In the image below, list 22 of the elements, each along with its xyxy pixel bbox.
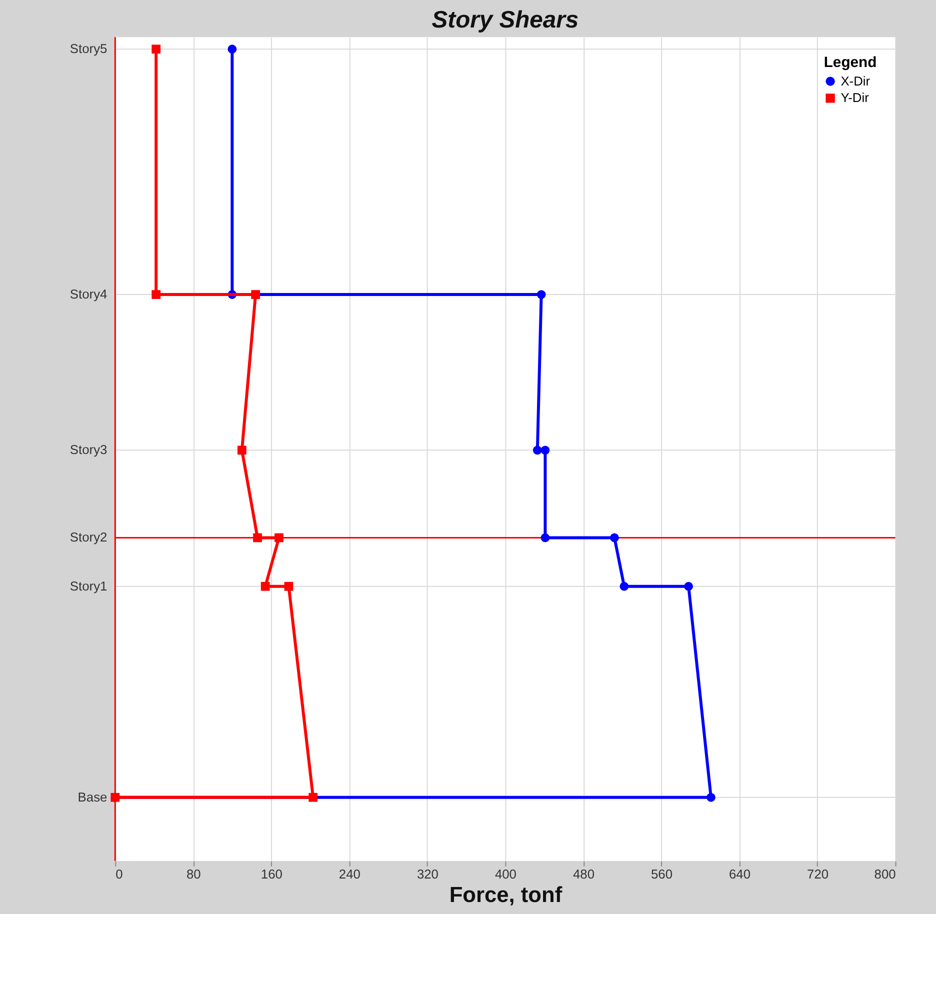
x-tick-label: 0 xyxy=(116,866,123,882)
x-tick-label: 640 xyxy=(729,866,751,882)
chart-title: Story Shears xyxy=(432,6,579,34)
x-tick-label: 400 xyxy=(494,866,516,882)
legend-label: X-Dir xyxy=(840,73,871,88)
x-tick-label: 800 xyxy=(874,866,896,882)
x-tick-label: 240 xyxy=(338,866,360,882)
x-axis-title: Force, tonf xyxy=(449,882,563,908)
text: Story3 xyxy=(70,442,108,458)
text: Story5 xyxy=(70,41,108,56)
x-tick-label: 480 xyxy=(572,866,594,882)
text: Story2 xyxy=(70,530,108,545)
text: Story4 xyxy=(70,286,108,302)
text: Base xyxy=(78,789,108,804)
x-tick-label: 320 xyxy=(416,866,438,882)
legend-label: Y-Dir xyxy=(840,90,870,106)
x-tick-label: 80 xyxy=(186,866,201,882)
text: Story1 xyxy=(70,578,108,594)
x-tick-label: 720 xyxy=(807,866,829,882)
legend-title: Legend xyxy=(824,54,877,71)
x-tick-label: 160 xyxy=(260,866,282,882)
x-tick-label: 560 xyxy=(650,866,673,882)
